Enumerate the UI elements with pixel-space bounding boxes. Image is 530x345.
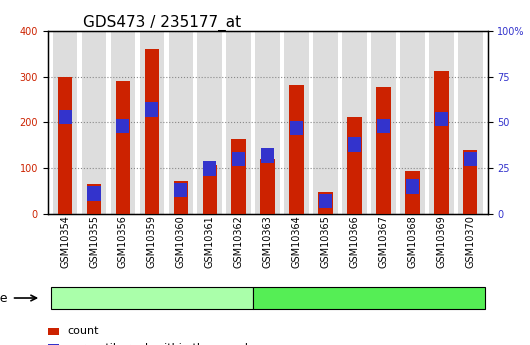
Text: 65-71 years: 65-71 years xyxy=(332,292,407,305)
Bar xyxy=(48,344,59,345)
Bar xyxy=(342,31,367,214)
Text: age: age xyxy=(0,292,8,305)
Bar xyxy=(111,31,135,214)
Bar xyxy=(226,31,251,214)
Bar xyxy=(260,159,275,214)
Bar xyxy=(116,81,130,214)
Bar xyxy=(255,31,280,214)
Bar xyxy=(145,49,159,214)
Bar xyxy=(198,31,222,214)
Bar xyxy=(53,31,77,214)
Bar xyxy=(347,117,361,214)
Bar xyxy=(145,102,158,117)
Bar xyxy=(202,165,217,214)
Bar xyxy=(435,111,448,126)
Text: count: count xyxy=(67,326,99,336)
Bar xyxy=(348,137,361,152)
Bar xyxy=(169,31,193,214)
Bar xyxy=(139,31,164,214)
Bar xyxy=(50,287,253,309)
Bar xyxy=(377,119,390,134)
Bar xyxy=(87,184,101,214)
Bar xyxy=(174,181,188,214)
Bar xyxy=(289,85,304,214)
Bar xyxy=(463,150,478,214)
Text: GDS473 / 235177_at: GDS473 / 235177_at xyxy=(83,15,241,31)
Bar xyxy=(464,152,477,166)
Bar xyxy=(261,148,274,163)
Bar xyxy=(174,183,187,197)
Bar xyxy=(400,31,425,214)
Bar xyxy=(232,152,245,166)
Bar xyxy=(232,139,246,214)
Bar xyxy=(371,31,396,214)
Bar xyxy=(406,179,419,194)
Bar xyxy=(204,161,216,176)
Bar xyxy=(376,87,391,214)
Text: 20-29 years: 20-29 years xyxy=(114,292,189,305)
Bar xyxy=(434,71,448,214)
Bar xyxy=(290,121,303,135)
Bar xyxy=(429,31,454,214)
Bar xyxy=(48,327,59,335)
Bar xyxy=(284,31,309,214)
Bar xyxy=(319,193,333,214)
Bar xyxy=(405,171,420,214)
Bar xyxy=(319,194,332,208)
Text: percentile rank within the sample: percentile rank within the sample xyxy=(67,343,255,345)
Bar xyxy=(313,31,338,214)
Bar xyxy=(87,187,101,201)
Bar xyxy=(253,287,485,309)
Bar xyxy=(458,31,482,214)
Bar xyxy=(58,77,72,214)
Bar xyxy=(117,119,129,134)
Bar xyxy=(58,110,72,124)
Bar xyxy=(82,31,107,214)
